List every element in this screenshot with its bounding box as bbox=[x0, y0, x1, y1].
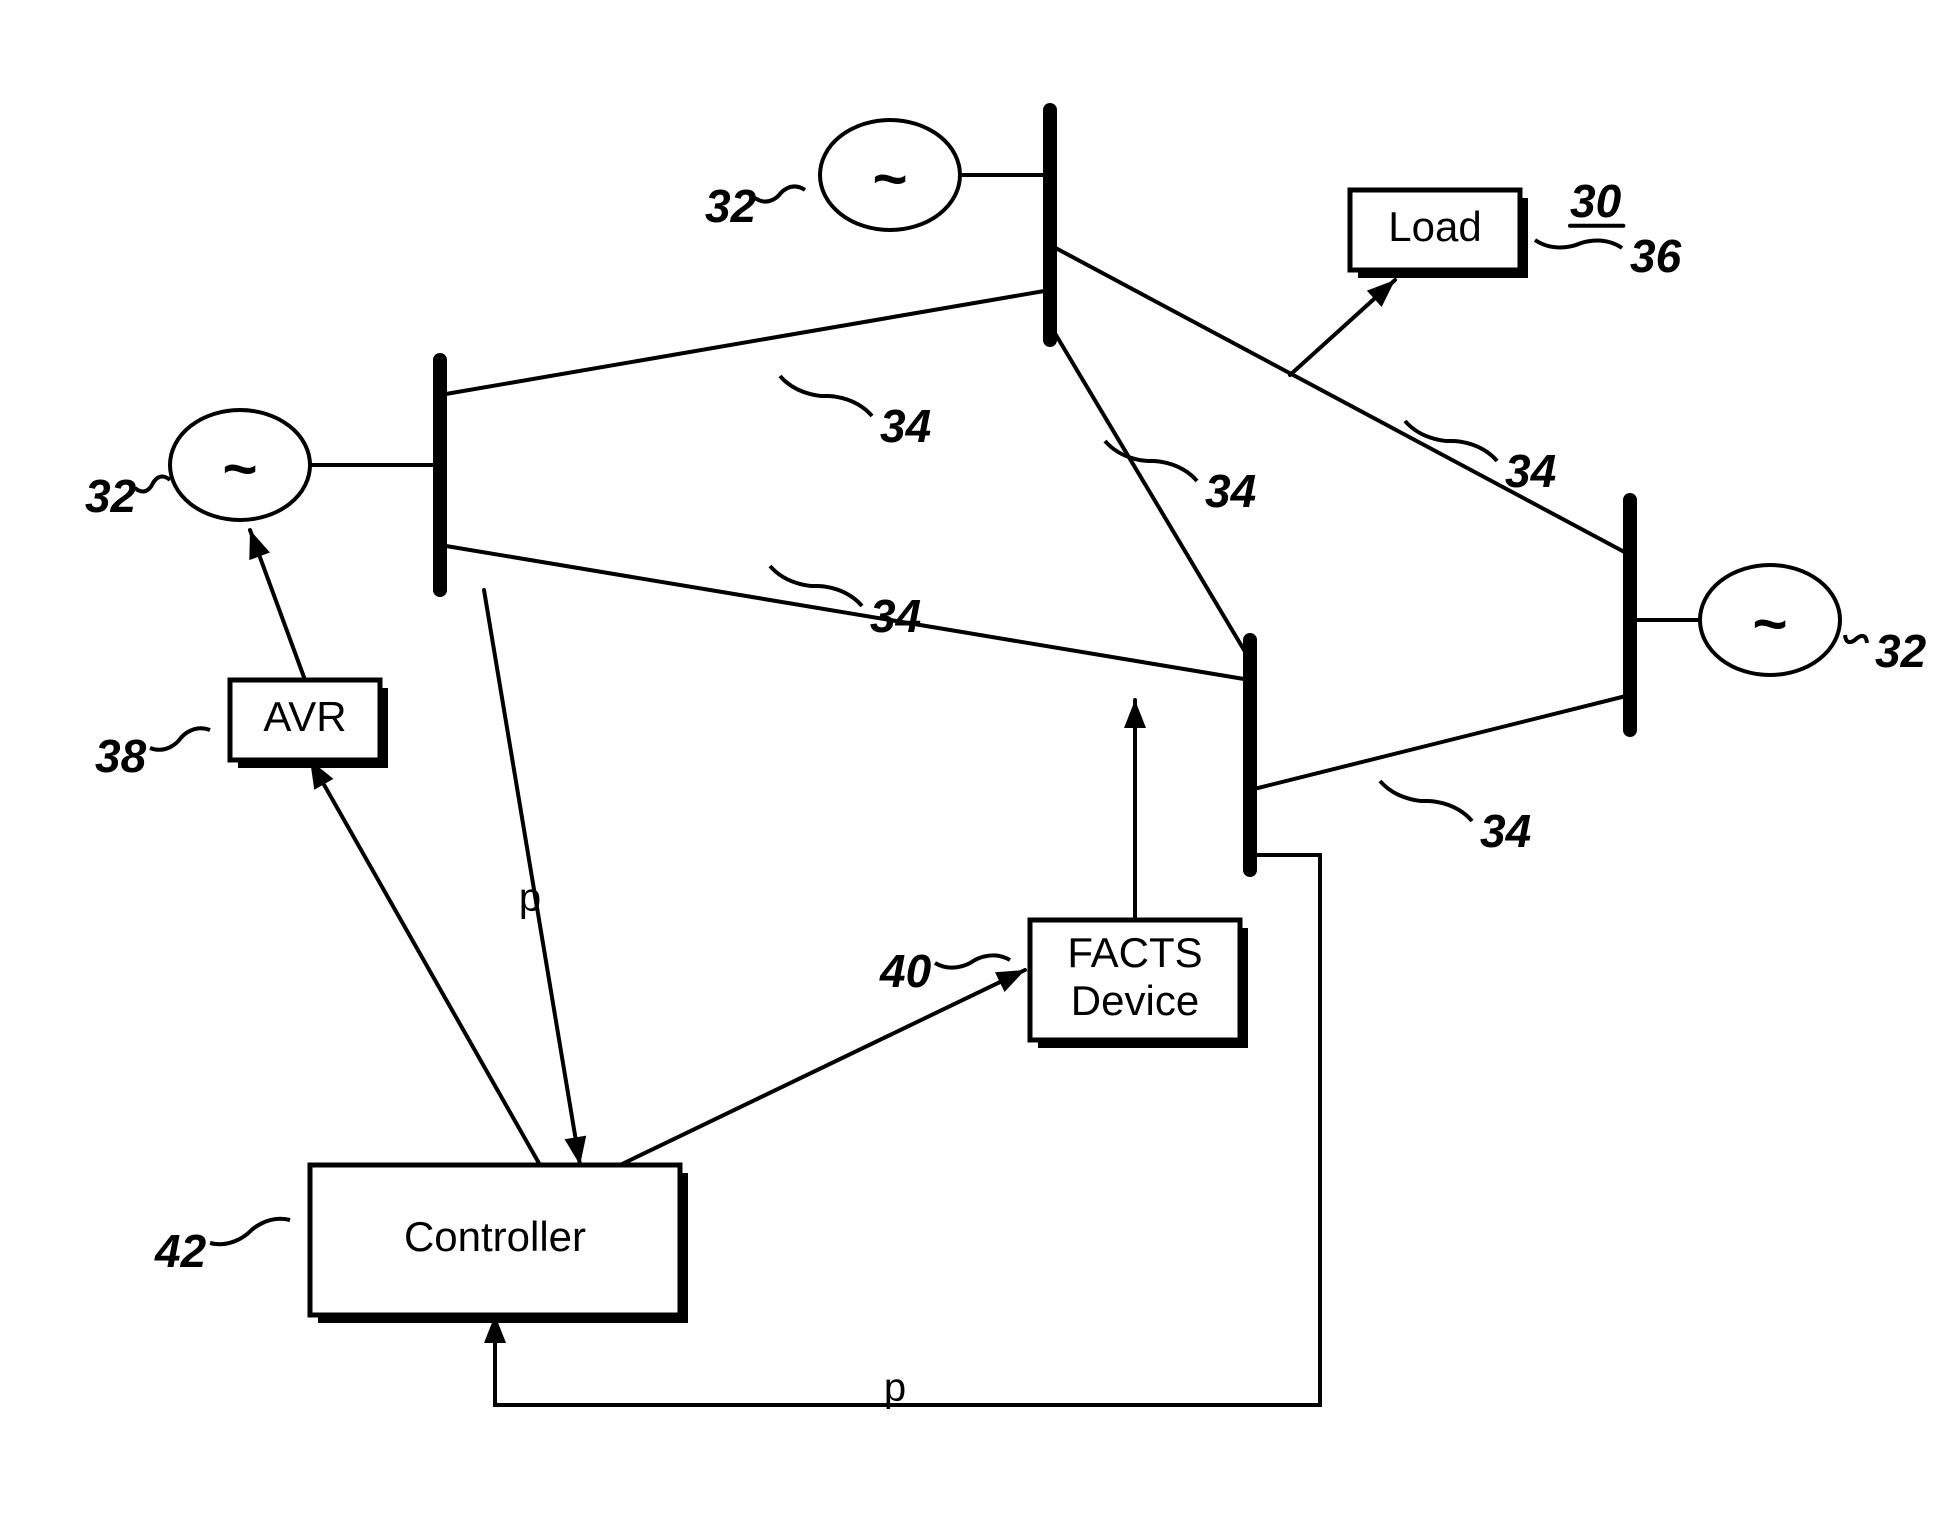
ref-load-36-lead bbox=[1535, 240, 1622, 248]
ref-line-34-2: 34 bbox=[1205, 465, 1256, 517]
tl-left-bottom bbox=[440, 545, 1250, 680]
ref-gen-32-0: 32 bbox=[85, 470, 137, 522]
ref-line-34-0-lead bbox=[780, 376, 872, 416]
p-label-1: p bbox=[884, 1366, 906, 1410]
ref-facts-40-lead bbox=[935, 955, 1010, 967]
ref-line-34-1-lead bbox=[770, 566, 862, 606]
facts-box-label-1: Device bbox=[1071, 977, 1199, 1024]
ctrl-to-facts-head bbox=[995, 970, 1025, 992]
ref-line-34-2-lead bbox=[1105, 441, 1197, 481]
tl-top-right bbox=[1050, 245, 1630, 555]
ref-gen-32-1: 32 bbox=[705, 180, 757, 232]
ctrl-to-avr bbox=[310, 760, 540, 1165]
ref-gen-32-2-lead bbox=[1845, 635, 1867, 643]
ctrl-to-facts bbox=[620, 970, 1025, 1165]
ref-avr-38: 38 bbox=[95, 730, 147, 782]
facts-to-line-head bbox=[1124, 700, 1146, 728]
ref-gen-32-1-lead bbox=[755, 186, 805, 201]
ref-avr-38-lead bbox=[150, 728, 210, 750]
tl-left-top bbox=[440, 290, 1050, 395]
ref-fig-30: 30 bbox=[1570, 175, 1622, 227]
facts-box-label-0: FACTS bbox=[1067, 929, 1202, 976]
ref-line-34-4: 34 bbox=[1480, 805, 1531, 857]
ref-ctrl-42: 42 bbox=[154, 1225, 207, 1277]
ref-facts-40: 40 bbox=[879, 945, 932, 997]
gen-right-tilde: ~ bbox=[1752, 590, 1787, 657]
ref-line-34-4-lead bbox=[1380, 781, 1472, 821]
avr-box-label-0: AVR bbox=[263, 693, 346, 740]
ref-line-34-3: 34 bbox=[1505, 445, 1556, 497]
ref-gen-32-0-lead bbox=[135, 477, 170, 492]
gen-left-tilde: ~ bbox=[222, 435, 257, 502]
bus-to-ctrl-p-head bbox=[565, 1136, 587, 1165]
ref-line-34-1: 34 bbox=[870, 590, 921, 642]
avr-to-gen-head bbox=[249, 530, 270, 560]
ref-load-36: 36 bbox=[1630, 230, 1682, 282]
ref-line-34-0: 34 bbox=[880, 400, 931, 452]
p-label-0: p bbox=[519, 876, 541, 920]
gen-top-tilde: ~ bbox=[872, 145, 907, 212]
ref-gen-32-2: 32 bbox=[1875, 625, 1927, 677]
tl-bottom-right bbox=[1250, 695, 1630, 790]
load-box-label-0: Load bbox=[1388, 203, 1481, 250]
controller-box-label-0: Controller bbox=[404, 1213, 586, 1260]
ref-ctrl-42-lead bbox=[210, 1219, 290, 1244]
